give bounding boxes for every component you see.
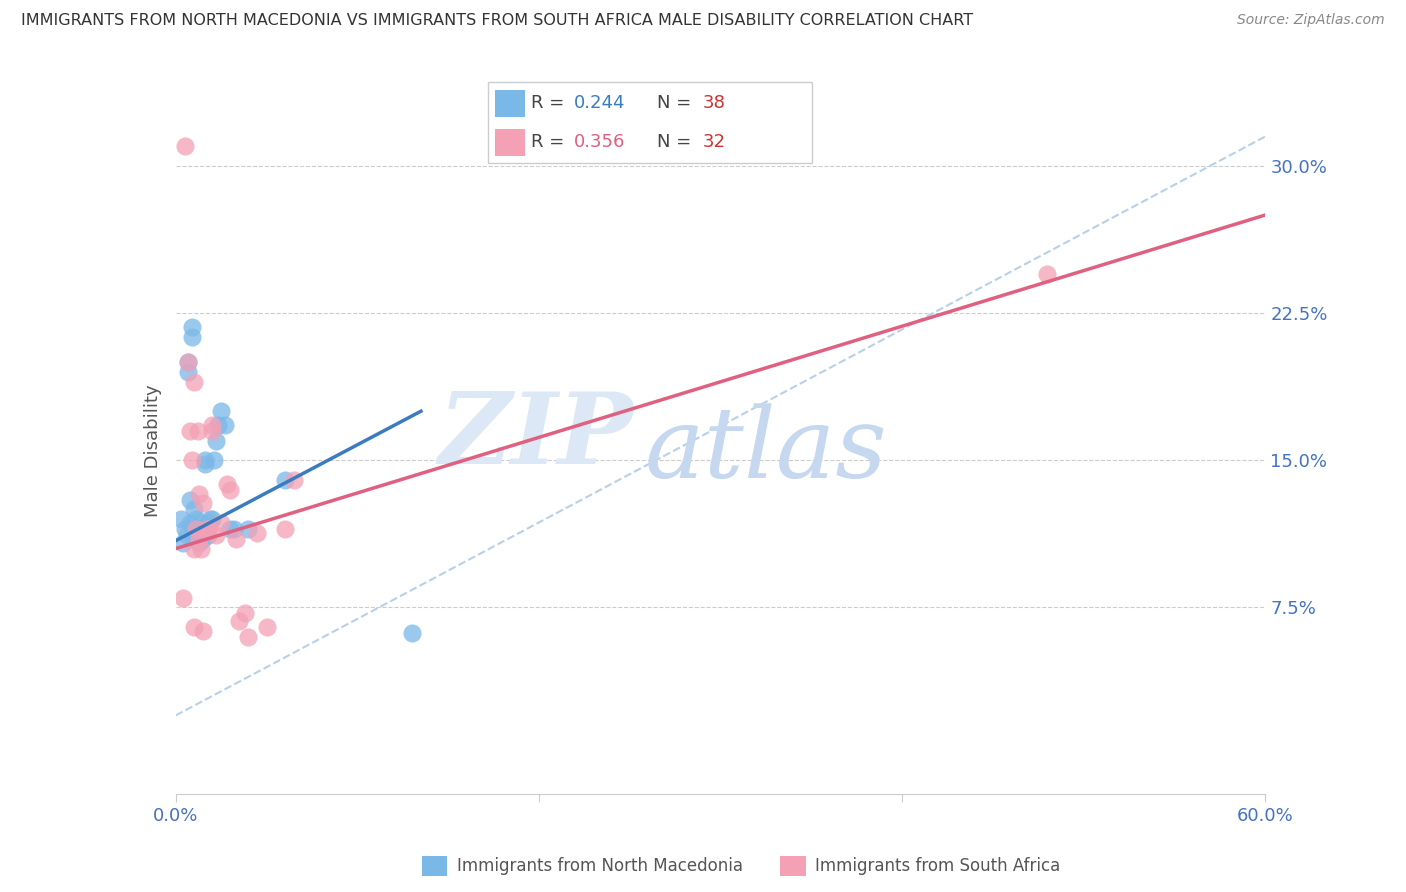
Point bbox=[209, 516, 232, 530]
FancyBboxPatch shape bbox=[422, 856, 447, 876]
FancyBboxPatch shape bbox=[495, 128, 524, 156]
Point bbox=[177, 355, 200, 369]
FancyBboxPatch shape bbox=[780, 856, 806, 876]
Point bbox=[1036, 267, 1059, 281]
Point bbox=[194, 453, 217, 467]
Point bbox=[204, 528, 226, 542]
Point bbox=[401, 626, 423, 640]
Point bbox=[190, 541, 212, 556]
Point bbox=[179, 424, 201, 438]
Text: 32: 32 bbox=[703, 133, 725, 151]
Point bbox=[191, 522, 214, 536]
Point bbox=[274, 522, 297, 536]
Point bbox=[209, 404, 232, 418]
Point bbox=[246, 525, 269, 540]
Point bbox=[183, 532, 205, 546]
Y-axis label: Male Disability: Male Disability bbox=[143, 384, 162, 516]
Point bbox=[225, 532, 247, 546]
Point bbox=[177, 355, 200, 369]
Point bbox=[186, 424, 209, 438]
Point bbox=[183, 541, 205, 556]
Point bbox=[197, 522, 219, 536]
Point bbox=[172, 535, 194, 549]
Point bbox=[195, 522, 218, 536]
Point bbox=[222, 522, 245, 536]
Point bbox=[201, 424, 224, 438]
Point bbox=[186, 522, 209, 536]
Text: Immigrants from South Africa: Immigrants from South Africa bbox=[815, 857, 1060, 875]
Point bbox=[172, 591, 194, 605]
Point bbox=[191, 496, 214, 510]
Point bbox=[188, 532, 211, 546]
Point bbox=[202, 453, 225, 467]
Point bbox=[173, 522, 195, 536]
Point bbox=[207, 417, 229, 432]
Point bbox=[179, 516, 201, 530]
Point bbox=[181, 329, 204, 343]
Point bbox=[215, 476, 238, 491]
Point bbox=[214, 417, 236, 432]
Point bbox=[173, 139, 195, 153]
Text: 38: 38 bbox=[703, 95, 725, 112]
Point bbox=[238, 630, 260, 644]
Text: R =: R = bbox=[531, 133, 571, 151]
Point bbox=[183, 375, 205, 389]
Point bbox=[188, 525, 211, 540]
Point bbox=[184, 512, 207, 526]
Text: N =: N = bbox=[657, 133, 697, 151]
Point bbox=[204, 434, 226, 448]
Point bbox=[191, 532, 214, 546]
Text: Source: ZipAtlas.com: Source: ZipAtlas.com bbox=[1237, 13, 1385, 28]
Text: N =: N = bbox=[657, 95, 697, 112]
Point bbox=[194, 457, 217, 471]
Point bbox=[191, 624, 214, 638]
Point bbox=[219, 522, 242, 536]
Point bbox=[188, 486, 211, 500]
Point bbox=[200, 512, 222, 526]
Point bbox=[201, 417, 224, 432]
Point bbox=[219, 483, 242, 497]
Point bbox=[197, 528, 219, 542]
Text: IMMIGRANTS FROM NORTH MACEDONIA VS IMMIGRANTS FROM SOUTH AFRICA MALE DISABILITY : IMMIGRANTS FROM NORTH MACEDONIA VS IMMIG… bbox=[21, 13, 973, 29]
Point bbox=[188, 535, 211, 549]
Point bbox=[228, 614, 250, 628]
Point bbox=[283, 473, 305, 487]
Text: 0.244: 0.244 bbox=[574, 95, 626, 112]
Text: atlas: atlas bbox=[644, 403, 887, 498]
Point bbox=[183, 620, 205, 634]
Text: Immigrants from North Macedonia: Immigrants from North Macedonia bbox=[457, 857, 742, 875]
Text: ZIP: ZIP bbox=[439, 389, 633, 485]
Point bbox=[186, 528, 209, 542]
Point bbox=[184, 525, 207, 540]
Point bbox=[201, 512, 224, 526]
FancyBboxPatch shape bbox=[488, 82, 813, 163]
Point bbox=[197, 516, 219, 530]
Text: 0.356: 0.356 bbox=[574, 133, 626, 151]
Point bbox=[181, 319, 204, 334]
FancyBboxPatch shape bbox=[495, 89, 524, 117]
Point bbox=[256, 620, 278, 634]
Point bbox=[177, 365, 200, 379]
Point bbox=[179, 492, 201, 507]
Text: R =: R = bbox=[531, 95, 571, 112]
Point bbox=[274, 473, 297, 487]
Point bbox=[184, 522, 207, 536]
Point bbox=[183, 502, 205, 516]
Point bbox=[195, 522, 218, 536]
Point bbox=[170, 512, 193, 526]
Point bbox=[181, 453, 204, 467]
Point bbox=[233, 607, 256, 621]
Point bbox=[190, 516, 212, 530]
Point bbox=[176, 528, 198, 542]
Point bbox=[238, 522, 260, 536]
